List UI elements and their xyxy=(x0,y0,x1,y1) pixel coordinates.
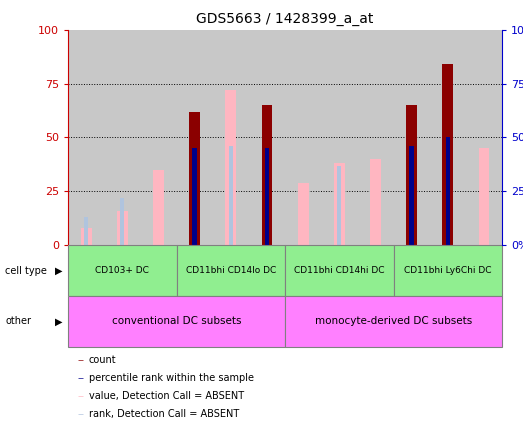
Text: count: count xyxy=(88,355,116,365)
Bar xyxy=(321,30,357,245)
Text: cell type: cell type xyxy=(5,266,47,276)
Bar xyxy=(140,245,176,296)
Bar xyxy=(466,30,502,245)
Bar xyxy=(430,30,466,245)
Bar xyxy=(285,245,321,296)
Text: CD103+ DC: CD103+ DC xyxy=(95,266,149,275)
Bar xyxy=(120,198,124,245)
Bar xyxy=(249,245,285,296)
Bar xyxy=(285,296,502,347)
Text: value, Detection Call = ABSENT: value, Detection Call = ABSENT xyxy=(88,391,244,401)
Bar xyxy=(78,378,83,379)
Bar xyxy=(229,146,233,245)
Bar xyxy=(117,211,128,245)
Bar xyxy=(446,137,450,245)
Text: ▶: ▶ xyxy=(55,316,62,327)
Bar xyxy=(225,90,236,245)
Bar xyxy=(153,170,164,245)
Text: monocyte-derived DC subsets: monocyte-derived DC subsets xyxy=(315,316,472,327)
Bar xyxy=(321,245,357,296)
Bar xyxy=(406,105,417,245)
Bar xyxy=(213,245,249,296)
Bar xyxy=(370,159,381,245)
Bar xyxy=(446,137,450,245)
Bar xyxy=(334,163,345,245)
Bar xyxy=(430,245,466,296)
Bar xyxy=(140,30,176,245)
Bar xyxy=(298,183,309,245)
Bar xyxy=(393,245,430,296)
Text: conventional DC subsets: conventional DC subsets xyxy=(112,316,241,327)
Bar xyxy=(68,30,104,245)
Bar xyxy=(357,245,393,296)
Text: CD11bhi CD14hi DC: CD11bhi CD14hi DC xyxy=(294,266,384,275)
Bar xyxy=(285,30,321,245)
Bar xyxy=(84,217,88,245)
Bar xyxy=(177,245,213,296)
Bar xyxy=(68,296,285,347)
Bar xyxy=(262,105,272,245)
Bar xyxy=(68,245,104,296)
Bar xyxy=(104,245,140,296)
Text: rank, Detection Call = ABSENT: rank, Detection Call = ABSENT xyxy=(88,409,239,419)
Bar xyxy=(249,30,285,245)
Bar xyxy=(410,174,414,245)
Text: ▶: ▶ xyxy=(55,266,62,276)
Bar xyxy=(393,30,430,245)
Bar xyxy=(81,228,92,245)
Bar xyxy=(466,245,502,296)
Bar xyxy=(285,245,393,296)
Text: percentile rank within the sample: percentile rank within the sample xyxy=(88,373,254,383)
Text: CD11bhi CD14lo DC: CD11bhi CD14lo DC xyxy=(186,266,276,275)
Text: other: other xyxy=(5,316,31,327)
Bar xyxy=(479,148,490,245)
Bar xyxy=(357,30,393,245)
Bar xyxy=(192,148,197,245)
Bar xyxy=(213,30,249,245)
Text: CD11bhi Ly6Chi DC: CD11bhi Ly6Chi DC xyxy=(404,266,492,275)
Bar xyxy=(189,112,200,245)
Bar xyxy=(177,30,213,245)
Bar xyxy=(337,165,342,245)
Bar xyxy=(104,30,140,245)
Bar xyxy=(177,245,285,296)
Bar xyxy=(68,245,176,296)
Bar xyxy=(393,245,502,296)
Bar xyxy=(410,146,414,245)
Bar xyxy=(265,148,269,245)
Bar xyxy=(442,64,453,245)
Title: GDS5663 / 1428399_a_at: GDS5663 / 1428399_a_at xyxy=(196,12,374,26)
Bar xyxy=(78,414,83,415)
